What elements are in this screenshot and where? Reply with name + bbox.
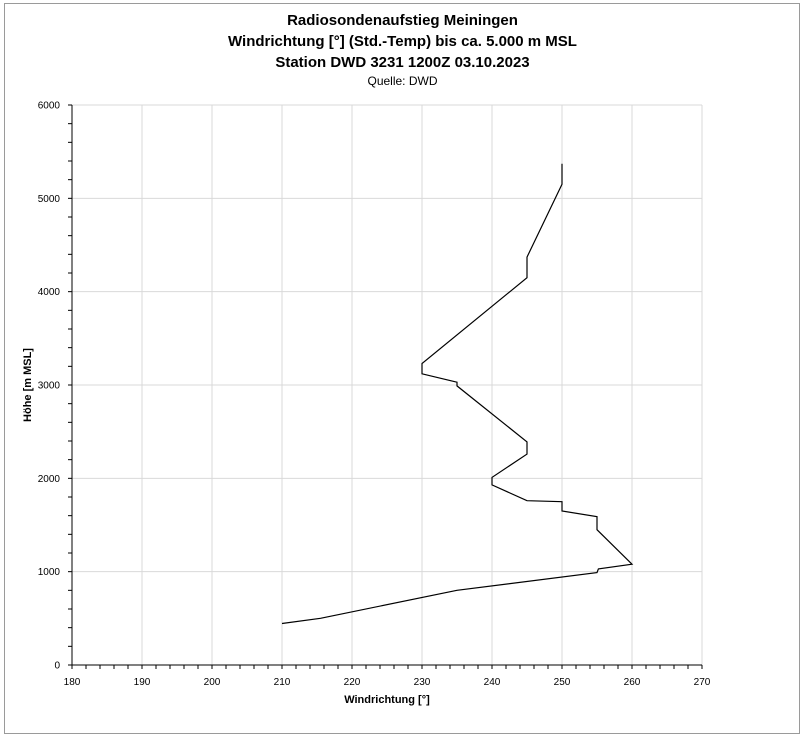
y-tick-label: 0 [54, 661, 60, 672]
y-tick-label: 3000 [38, 381, 61, 392]
chart-titles: Radiosondenaufstieg Meiningen Windrichtu… [0, 10, 805, 89]
y-tick-label: 6000 [38, 101, 61, 112]
grid-lines [72, 104, 703, 665]
y-axis-title: Höhe [m MSL] [22, 348, 34, 422]
y-tick-label: 1000 [38, 567, 61, 578]
x-axis-title: Windrichtung [°] [344, 694, 430, 706]
x-tick-label: 200 [204, 677, 221, 688]
chart-source: Quelle: DWD [367, 74, 438, 88]
x-tick-label: 180 [64, 677, 81, 688]
x-tick-label: 190 [134, 677, 151, 688]
y-tick-label: 5000 [38, 194, 61, 205]
data-series [281, 163, 634, 625]
x-tick-label: 250 [554, 677, 571, 688]
tick-marks [68, 104, 703, 669]
x-tick-label: 260 [624, 677, 641, 688]
chart-frame [4, 3, 800, 734]
x-tick-label: 240 [484, 677, 501, 688]
x-tick-label: 270 [694, 677, 711, 688]
chart-title: Radiosondenaufstieg Meiningen [287, 12, 518, 29]
y-tick-label: 4000 [38, 287, 61, 298]
x-tick-label: 210 [274, 677, 291, 688]
chart-subtitle-1: Windrichtung [°] (Std.-Temp) bis ca. 5.0… [228, 33, 577, 50]
x-tick-label: 220 [344, 677, 361, 688]
y-tick-label: 2000 [38, 474, 61, 485]
tick-labels: 180 190 200 210 220 230 240 250 260 270 0 1000 2000 3… [38, 101, 711, 689]
chart-subtitle-2: Station DWD 3231 1200Z 03.10.2023 [275, 54, 530, 71]
wind-direction-line [281, 163, 634, 625]
x-tick-label: 230 [414, 677, 431, 688]
